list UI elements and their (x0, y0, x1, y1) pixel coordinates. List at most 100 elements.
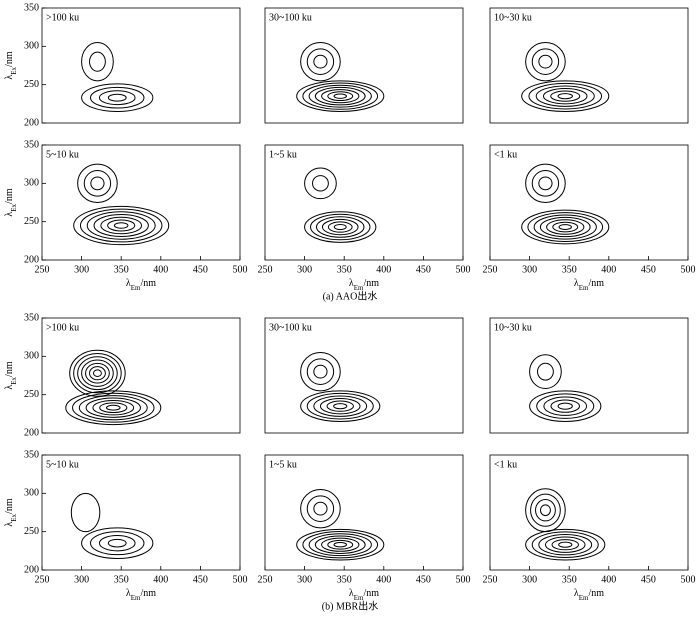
plot-area (81, 42, 154, 112)
panel: <1 ku 250 300 350 400 450 500 λEm/nm (483, 144, 696, 292)
contour-line (73, 205, 170, 246)
contour-line (93, 214, 149, 237)
y-tick-label: 350 (24, 139, 39, 150)
x-tick-label: 450 (416, 574, 431, 585)
contour-line (314, 535, 366, 554)
axis-label-unit: /nm (141, 278, 157, 289)
plot-frame (489, 317, 689, 434)
y-tick-label: 250 (24, 79, 39, 90)
axis-label-sub: Em (354, 284, 364, 292)
x-tick-label: 250 (483, 574, 498, 585)
axis-label-symbol: λ (126, 278, 131, 289)
contour-line (531, 48, 560, 75)
axis-label: λEm/nm (574, 278, 604, 291)
contour-line (92, 369, 102, 377)
contour-line (98, 90, 136, 106)
y-tick-label: 200 (24, 254, 39, 265)
contour-line (550, 90, 581, 102)
axis-label-unit: /nm (4, 361, 15, 377)
axis-label-unit: /nm (589, 278, 605, 289)
x-tick-label: 450 (416, 264, 431, 275)
x-tick-label: 250 (35, 264, 50, 275)
contour-line (302, 82, 379, 110)
plot-frame (489, 144, 689, 261)
panel-title: 5~10 ku (46, 149, 79, 160)
contour-line (296, 528, 385, 561)
plot-frame (264, 454, 464, 571)
contour-line (300, 352, 341, 392)
contour-line (81, 42, 114, 82)
contour-line (313, 364, 328, 379)
axis-label-symbol: λ (4, 385, 15, 390)
contour-line (89, 366, 106, 381)
contour-line (98, 535, 136, 552)
contour-line (85, 362, 110, 384)
axis-label-symbol: λ (349, 588, 354, 599)
contour-line (99, 402, 128, 414)
contour-line (72, 392, 155, 423)
contour-line (314, 86, 366, 106)
contour-line (306, 495, 335, 522)
contour-line (529, 354, 562, 390)
panel: 1~5 ku 250 300 350 400 450 500 λEm/nm (258, 144, 471, 292)
axis-label-unit: /nm (4, 498, 15, 514)
plot-area (300, 352, 381, 422)
y-tick-label: 250 (24, 389, 39, 400)
x-tick-label: 400 (153, 264, 168, 275)
contour-line (525, 163, 566, 203)
contour-line (539, 216, 591, 238)
contour-line (81, 527, 154, 560)
contour-line (535, 85, 595, 107)
axis-label-sub: Ex (10, 513, 18, 521)
x-tick-label: 500 (681, 264, 696, 275)
contour-line (543, 396, 588, 416)
x-tick-label: 350 (114, 574, 129, 585)
x-tick-label: 500 (456, 264, 471, 275)
plot-area (525, 488, 606, 561)
panel: 30~100 ku (264, 7, 464, 124)
panel-title: >100 ku (46, 12, 79, 23)
panel-title: 30~100 ku (269, 12, 312, 23)
contour-line (537, 362, 554, 381)
contour-line (327, 221, 353, 233)
axis-label: λEm/nm (126, 278, 156, 291)
x-tick-label: 500 (233, 574, 248, 585)
panel: 1~5 ku 250 300 350 400 450 500 λEm/nm (258, 454, 471, 602)
axis-label-symbol: λ (349, 278, 354, 289)
axis-label-symbol: λ (4, 212, 15, 217)
contour-line (529, 390, 602, 422)
contour-line (530, 493, 561, 527)
x-tick-label: 500 (681, 574, 696, 585)
panel-title: 30~100 ku (269, 322, 312, 333)
contour-line (326, 400, 354, 412)
contour-line (538, 176, 553, 191)
contour-line (77, 163, 118, 203)
contour-line (90, 86, 145, 109)
contour-line (90, 531, 145, 556)
contour-line (552, 221, 579, 233)
contour-line (321, 537, 360, 552)
plot-area (296, 489, 385, 561)
x-tick-label: 300 (522, 264, 537, 275)
contour-line (542, 88, 588, 105)
contour-line (551, 539, 579, 551)
contour-line (296, 80, 385, 112)
y-tick-label: 250 (24, 216, 39, 227)
x-tick-label: 450 (641, 574, 656, 585)
y-tick-label: 300 (24, 351, 39, 362)
plot-frame (264, 7, 464, 124)
y-tick-label: 200 (24, 564, 39, 575)
contour-line (81, 83, 154, 112)
plot-area (65, 349, 162, 426)
x-tick-label: 400 (376, 574, 391, 585)
contour-line (525, 42, 566, 82)
contour-line (107, 538, 127, 548)
contour-line (333, 542, 347, 548)
plot-frame (41, 454, 241, 571)
contour-line (308, 84, 372, 108)
contour-line (313, 395, 368, 417)
x-tick-label: 350 (337, 574, 352, 585)
contour-line (306, 358, 335, 385)
